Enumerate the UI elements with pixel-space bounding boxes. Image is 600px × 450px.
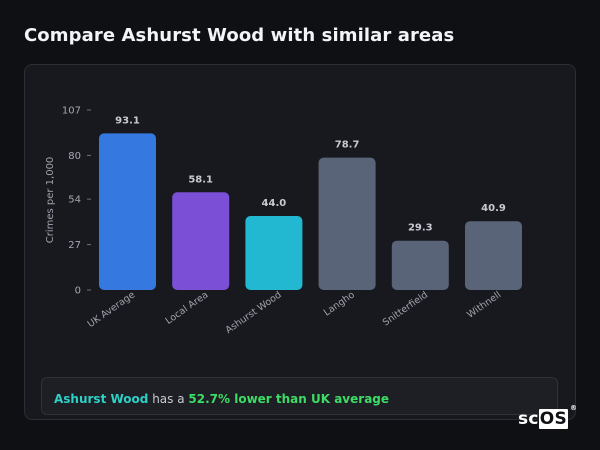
x-tick-label: Withnell (465, 289, 503, 320)
bar-value-label: 40.9 (481, 203, 506, 214)
logo-sc: sc (518, 409, 539, 429)
scos-logo: scOS ® (518, 404, 577, 429)
bar (245, 215, 303, 290)
x-tick-label: UK Average (86, 289, 138, 330)
x-tick-label: Langho (322, 289, 357, 318)
bar-value-label: 29.3 (408, 223, 433, 234)
bar-value-label: 93.1 (115, 115, 140, 126)
bar (465, 221, 522, 290)
logo-os: OS (538, 409, 569, 429)
summary-place: Ashurst Wood (54, 392, 149, 406)
y-tick-label: 107 (62, 106, 81, 117)
summary-delta: 52.7% lower than UK average (188, 392, 390, 406)
bar (172, 192, 230, 290)
bars (99, 133, 522, 290)
x-tick-label: Ashurst Wood (224, 289, 284, 336)
x-tick-label: Snitterfield (381, 289, 430, 328)
bar-value-label: 58.1 (188, 174, 213, 185)
y-tick-label: 80 (68, 151, 81, 162)
bar-value-label: 44.0 (262, 198, 287, 209)
bar (99, 133, 156, 290)
bar (391, 240, 449, 290)
x-axis-labels: UK Average Local Area Ashurst Wood Langho Sn… (86, 289, 504, 336)
comparison-summary: Ashurst Wood has a 52.7% lower than UK a… (41, 377, 558, 415)
value-labels: 93.1 58.1 44.0 78.7 29.3 40.9 (115, 115, 506, 233)
summary-text: has a (148, 392, 189, 406)
y-tick-label: 0 (75, 286, 81, 297)
y-axis: 0 27 54 80 107 (62, 106, 91, 297)
y-tick-label: 54 (68, 195, 81, 206)
x-tick-label: Local Area (164, 289, 211, 326)
bar (318, 157, 376, 290)
page-title: Compare Ashurst Wood with similar areas (24, 25, 455, 46)
y-axis-label: Crimes per 1,000 (45, 157, 56, 244)
logo-registered-mark: ® (570, 404, 578, 412)
bar-value-label: 78.7 (335, 140, 360, 151)
y-tick-label: 27 (68, 240, 81, 251)
